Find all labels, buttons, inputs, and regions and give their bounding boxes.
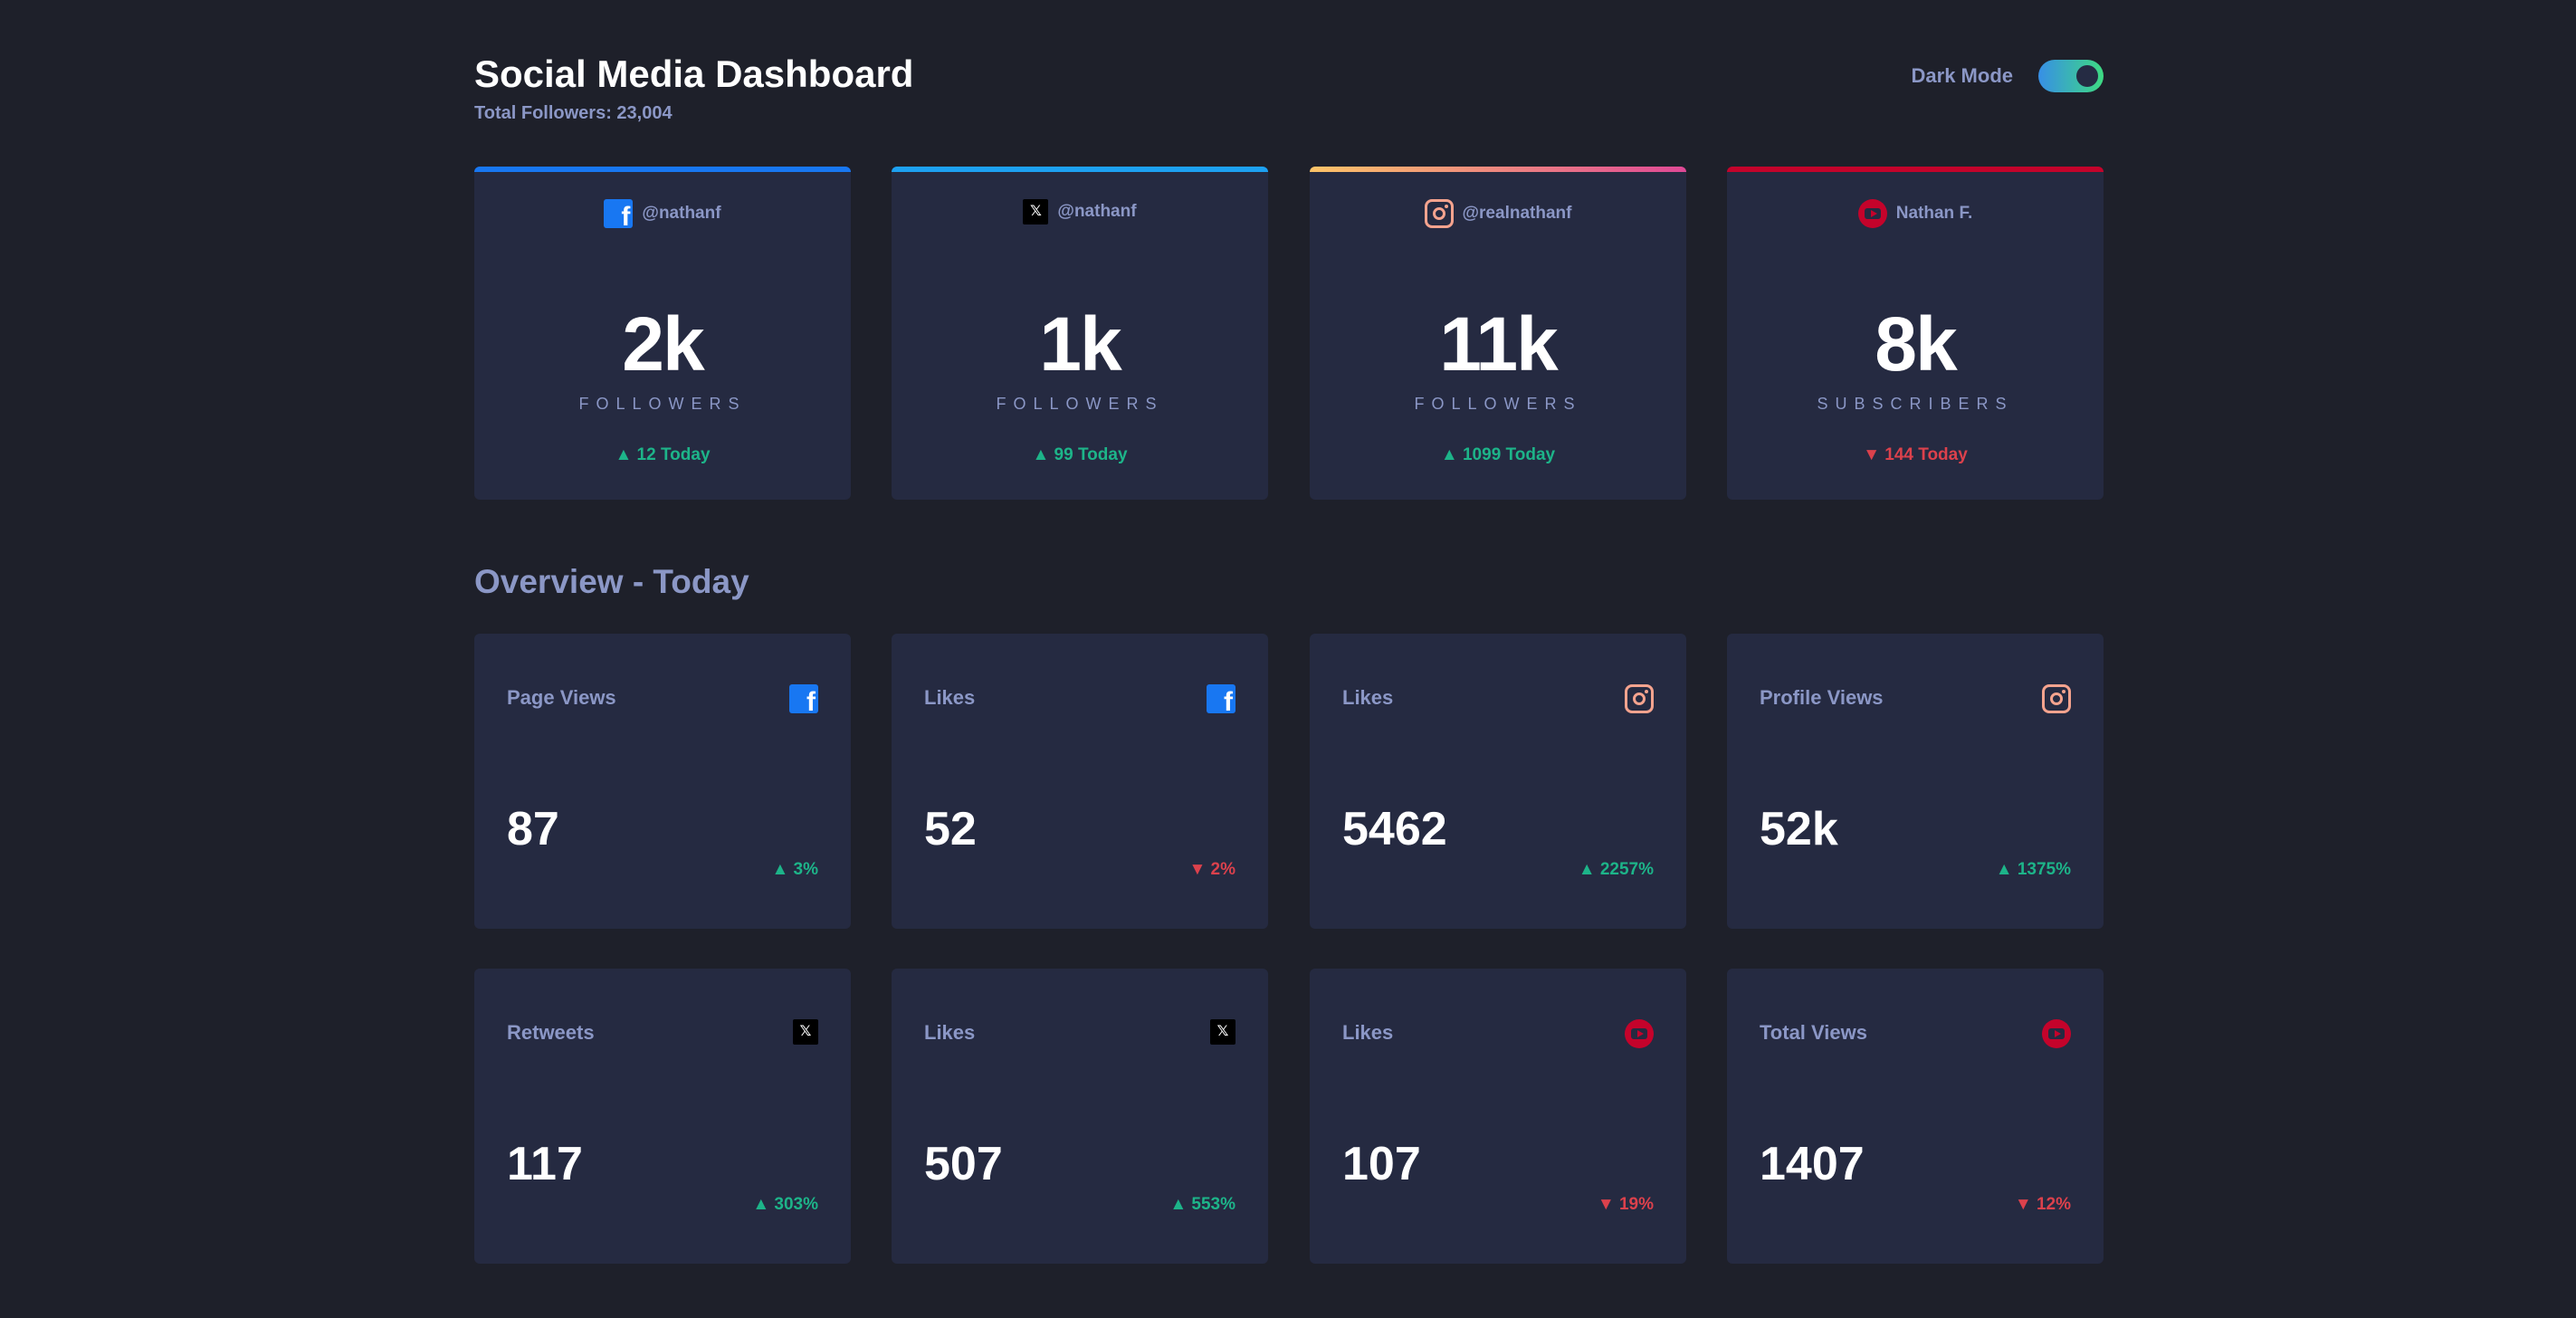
follower-unit: FOLLOWERS bbox=[578, 395, 747, 413]
follower-delta: ▲ 99 Today bbox=[1032, 445, 1128, 464]
tile-delta: ▲ 553% bbox=[1169, 1195, 1236, 1214]
card-handle: @realnathanf bbox=[1462, 204, 1572, 223]
card-handle-row: 𝕏 @nathanf bbox=[892, 199, 1268, 224]
card-handle: @nathanf bbox=[642, 204, 721, 223]
youtube-icon bbox=[2042, 1019, 2071, 1048]
dark-mode-label: Dark Mode bbox=[1911, 64, 2013, 87]
card-accent-bar bbox=[892, 167, 1268, 172]
follower-count: 11k bbox=[1439, 301, 1559, 387]
tile-label: Profile Views bbox=[1760, 686, 1884, 709]
tile-value: 52 bbox=[924, 803, 977, 855]
header: Social Media Dashboard Total Followers: … bbox=[474, 0, 2104, 163]
card-accent-bar bbox=[474, 167, 851, 172]
tile-label: Retweets bbox=[507, 1021, 595, 1044]
youtube-icon bbox=[1857, 199, 1887, 228]
follower-unit: FOLLOWERS bbox=[996, 395, 1164, 413]
tile-value: 107 bbox=[1342, 1138, 1421, 1190]
tile-label: Total Views bbox=[1760, 1021, 1868, 1044]
follower-card-instagram[interactable]: @realnathanf 11k FOLLOWERS ▲ 1099 Today bbox=[1310, 167, 1686, 500]
tile-delta: ▲ 3% bbox=[771, 860, 818, 879]
toggle-knob bbox=[2076, 65, 2098, 87]
tile-delta: ▲ 303% bbox=[752, 1195, 818, 1214]
card-handle: @nathanf bbox=[1057, 202, 1137, 221]
dashboard: Social Media Dashboard Total Followers: … bbox=[474, 0, 2104, 1264]
youtube-icon bbox=[1625, 1019, 1654, 1048]
overview-title: Overview - Today bbox=[474, 563, 749, 600]
overview-tile[interactable]: Total Views 1407 ▼ 12% bbox=[1727, 969, 2104, 1264]
page-title: Social Media Dashboard bbox=[474, 53, 914, 95]
tile-delta: ▲ 2257% bbox=[1578, 860, 1654, 879]
overview-tile[interactable]: Likes 5462 ▲ 2257% bbox=[1310, 634, 1686, 929]
follower-count: 1k bbox=[1039, 301, 1121, 387]
card-handle: Nathan F. bbox=[1895, 204, 1973, 223]
facebook-icon: f bbox=[1207, 684, 1236, 716]
card-handle-row: f @nathanf bbox=[474, 199, 851, 231]
tile-label: Likes bbox=[924, 1021, 976, 1044]
instagram-icon bbox=[1424, 199, 1454, 228]
card-handle-row: @realnathanf bbox=[1310, 199, 1686, 228]
tile-delta: ▼ 12% bbox=[2014, 1195, 2071, 1214]
tile-label: Likes bbox=[924, 686, 976, 709]
facebook-icon: f bbox=[789, 684, 818, 716]
x-icon: 𝕏 bbox=[1023, 199, 1049, 224]
x-icon: 𝕏 bbox=[1210, 1019, 1236, 1045]
follower-count: 2k bbox=[622, 301, 704, 387]
instagram-icon bbox=[2042, 684, 2071, 713]
tile-delta: ▲ 1375% bbox=[1995, 860, 2071, 879]
card-accent-bar bbox=[1310, 167, 1686, 172]
tile-label: Likes bbox=[1342, 686, 1394, 709]
follower-unit: FOLLOWERS bbox=[1414, 395, 1582, 413]
tile-value: 117 bbox=[507, 1138, 583, 1190]
follower-card-facebook[interactable]: f @nathanf 2k FOLLOWERS ▲ 12 Today bbox=[474, 167, 851, 500]
tile-label: Page Views bbox=[507, 686, 616, 709]
follower-card-x[interactable]: 𝕏 @nathanf 1k FOLLOWERS ▲ 99 Today bbox=[892, 167, 1268, 500]
dark-mode-toggle[interactable] bbox=[2038, 60, 2104, 92]
tile-value: 1407 bbox=[1760, 1138, 1865, 1190]
overview-tile[interactable]: Page Views f 87 ▲ 3% bbox=[474, 634, 851, 929]
overview-tile[interactable]: Retweets 𝕏 117 ▲ 303% bbox=[474, 969, 851, 1264]
overview-tile[interactable]: Likes 𝕏 507 ▲ 553% bbox=[892, 969, 1268, 1264]
total-followers: Total Followers: 23,004 bbox=[474, 103, 673, 123]
card-handle-row: Nathan F. bbox=[1727, 199, 2104, 228]
tile-label: Likes bbox=[1342, 1021, 1394, 1044]
facebook-icon: f bbox=[604, 199, 634, 231]
x-icon: 𝕏 bbox=[793, 1019, 818, 1045]
follower-count: 8k bbox=[1875, 301, 1957, 387]
tile-value: 507 bbox=[924, 1138, 1003, 1190]
tile-delta: ▼ 19% bbox=[1597, 1195, 1654, 1214]
follower-unit: SUBSCRIBERS bbox=[1817, 395, 2014, 413]
tile-value: 5462 bbox=[1342, 803, 1447, 855]
tile-value: 52k bbox=[1760, 803, 1838, 855]
follower-cards: f @nathanf 2k FOLLOWERS ▲ 12 Today 𝕏 @na… bbox=[474, 167, 2104, 500]
tile-delta: ▼ 2% bbox=[1188, 860, 1236, 879]
instagram-icon bbox=[1625, 684, 1654, 713]
card-accent-bar bbox=[1727, 167, 2104, 172]
follower-card-youtube[interactable]: Nathan F. 8k SUBSCRIBERS ▼ 144 Today bbox=[1727, 167, 2104, 500]
follower-delta: ▲ 1099 Today bbox=[1440, 445, 1556, 464]
overview-tile[interactable]: Likes 107 ▼ 19% bbox=[1310, 969, 1686, 1264]
dark-mode-control: Dark Mode bbox=[1912, 60, 2104, 92]
overview-tile[interactable]: Likes f 52 ▼ 2% bbox=[892, 634, 1268, 929]
tile-value: 87 bbox=[507, 803, 559, 855]
follower-delta: ▼ 144 Today bbox=[1863, 445, 1968, 464]
follower-delta: ▲ 12 Today bbox=[615, 445, 711, 464]
overview-tile[interactable]: Profile Views 52k ▲ 1375% bbox=[1727, 634, 2104, 929]
